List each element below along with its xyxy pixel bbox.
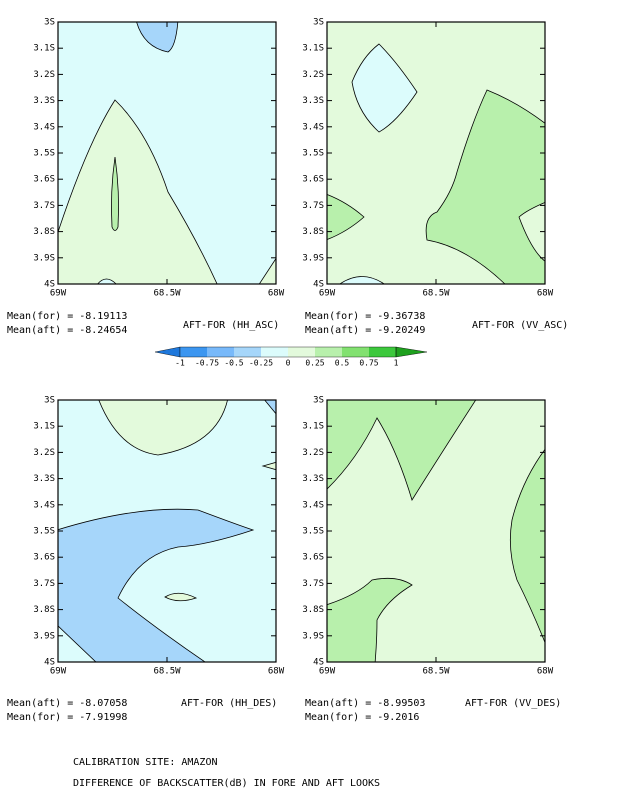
x-tick-label: 69W bbox=[319, 289, 336, 299]
y-tick-label: 3.9S bbox=[33, 631, 55, 641]
y-tick-label: 3.2S bbox=[33, 448, 55, 458]
y-tick-label: 3.3S bbox=[302, 96, 324, 106]
x-tick-label: 68.5W bbox=[153, 289, 181, 299]
y-tick-label: 3.1S bbox=[302, 422, 324, 432]
y-tick-label: 3.8S bbox=[33, 605, 55, 615]
y-tick-label: 3.6S bbox=[33, 553, 55, 563]
y-tick-label: 3S bbox=[44, 18, 55, 28]
map-panel bbox=[327, 400, 545, 662]
panel-title: AFT-FOR (VV_ASC) bbox=[472, 320, 568, 331]
y-tick-label: 3.7S bbox=[302, 579, 324, 589]
x-tick-label: 68W bbox=[268, 289, 285, 299]
y-tick-label: 3.6S bbox=[302, 175, 324, 185]
panel-stat: Mean(for) = -7.91998 bbox=[7, 712, 127, 723]
x-tick-label: 68.5W bbox=[422, 289, 450, 299]
y-tick-label: 3.2S bbox=[302, 70, 324, 80]
panel-stat: Mean(for) = -9.2016 bbox=[305, 712, 419, 723]
x-tick-label: 68.5W bbox=[422, 667, 450, 677]
y-tick-label: 3.4S bbox=[302, 122, 324, 132]
map-panel bbox=[58, 22, 276, 284]
y-tick-label: 3.5S bbox=[33, 149, 55, 159]
y-tick-label: 3.2S bbox=[302, 448, 324, 458]
y-tick-label: 3.1S bbox=[33, 422, 55, 432]
x-tick-label: 68W bbox=[537, 289, 554, 299]
y-tick-label: 3.5S bbox=[33, 527, 55, 537]
colorbar-label: 0.75 bbox=[359, 359, 378, 368]
y-tick-label: 3.4S bbox=[302, 500, 324, 510]
colorbar-label: -0.25 bbox=[249, 359, 273, 368]
panel-stat: Mean(for) = -9.36738 bbox=[305, 311, 425, 322]
colorbar-label: -0.75 bbox=[195, 359, 219, 368]
panel-title: AFT-FOR (HH_DES) bbox=[181, 698, 277, 709]
y-tick-label: 3.1S bbox=[33, 44, 55, 54]
colorbar-label: 0.5 bbox=[335, 359, 350, 368]
map-panel bbox=[58, 400, 276, 662]
y-tick-label: 3.7S bbox=[302, 201, 324, 211]
y-tick-label: 3S bbox=[313, 396, 324, 406]
colorbar-label: -0.5 bbox=[224, 359, 243, 368]
x-tick-label: 69W bbox=[50, 667, 67, 677]
y-tick-label: 3.6S bbox=[302, 553, 324, 563]
x-tick-label: 69W bbox=[319, 667, 336, 677]
panel-stat: Mean(for) = -8.19113 bbox=[7, 311, 127, 322]
panel-stat: Mean(aft) = -9.20249 bbox=[305, 325, 425, 336]
y-tick-label: 3.6S bbox=[33, 175, 55, 185]
colorbar-label: 1 bbox=[394, 359, 399, 368]
y-tick-label: 3.5S bbox=[302, 149, 324, 159]
y-tick-label: 3.7S bbox=[33, 201, 55, 211]
y-tick-label: 3.9S bbox=[302, 253, 324, 263]
colorbar bbox=[154, 346, 428, 358]
y-tick-label: 4S bbox=[44, 658, 55, 668]
panel-stat: Mean(aft) = -8.07058 bbox=[7, 698, 127, 709]
y-tick-label: 3.3S bbox=[302, 474, 324, 484]
y-tick-label: 4S bbox=[313, 658, 324, 668]
colorbar-label: -1 bbox=[175, 359, 185, 368]
y-tick-label: 3.1S bbox=[302, 44, 324, 54]
panel-title: AFT-FOR (VV_DES) bbox=[465, 698, 561, 709]
x-tick-label: 68.5W bbox=[153, 667, 181, 677]
y-tick-label: 3.9S bbox=[302, 631, 324, 641]
frames bbox=[57, 21, 546, 663]
y-tick-label: 3.2S bbox=[33, 70, 55, 80]
x-tick-label: 68W bbox=[268, 667, 285, 677]
y-tick-label: 3.9S bbox=[33, 253, 55, 263]
y-tick-label: 3.8S bbox=[302, 605, 324, 615]
map-panel bbox=[327, 22, 545, 284]
colorbar-label: 0 bbox=[286, 359, 291, 368]
y-tick-label: 3.8S bbox=[302, 227, 324, 237]
y-tick-label: 3.7S bbox=[33, 579, 55, 589]
panel-stat: Mean(aft) = -8.99503 bbox=[305, 698, 425, 709]
y-tick-label: 3.3S bbox=[33, 474, 55, 484]
y-tick-label: 3.8S bbox=[33, 227, 55, 237]
x-tick-label: 68W bbox=[537, 667, 554, 677]
footer-line: DIFFERENCE OF BACKSCATTER(dB) IN FORE AN… bbox=[73, 778, 380, 789]
panel-title: AFT-FOR (HH_ASC) bbox=[183, 320, 279, 331]
footer-line: CALIBRATION SITE: AMAZON bbox=[73, 757, 218, 768]
y-tick-label: 4S bbox=[44, 280, 55, 290]
x-tick-label: 69W bbox=[50, 289, 67, 299]
y-tick-label: 3.4S bbox=[33, 500, 55, 510]
colorbar-label: 0.25 bbox=[305, 359, 324, 368]
y-tick-label: 4S bbox=[313, 280, 324, 290]
y-tick-label: 3.4S bbox=[33, 122, 55, 132]
y-tick-label: 3S bbox=[44, 396, 55, 406]
y-tick-label: 3.3S bbox=[33, 96, 55, 106]
y-tick-label: 3.5S bbox=[302, 527, 324, 537]
y-tick-label: 3S bbox=[313, 18, 324, 28]
panel-stat: Mean(aft) = -8.24654 bbox=[7, 325, 127, 336]
